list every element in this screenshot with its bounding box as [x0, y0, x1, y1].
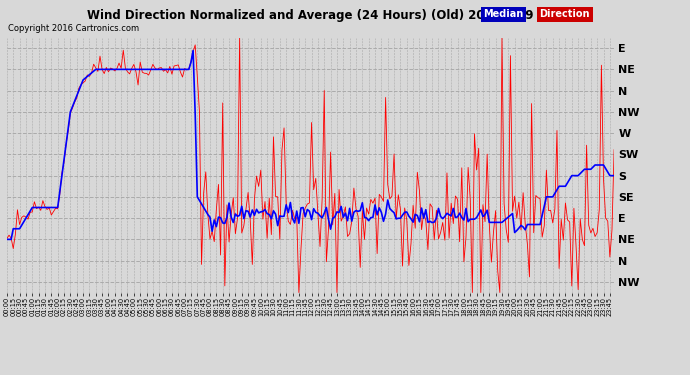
- Text: Wind Direction Normalized and Average (24 Hours) (Old) 20160719: Wind Direction Normalized and Average (2…: [87, 9, 534, 22]
- Text: Median: Median: [483, 9, 523, 20]
- Text: Copyright 2016 Cartronics.com: Copyright 2016 Cartronics.com: [8, 24, 139, 33]
- Text: Direction: Direction: [540, 9, 590, 20]
